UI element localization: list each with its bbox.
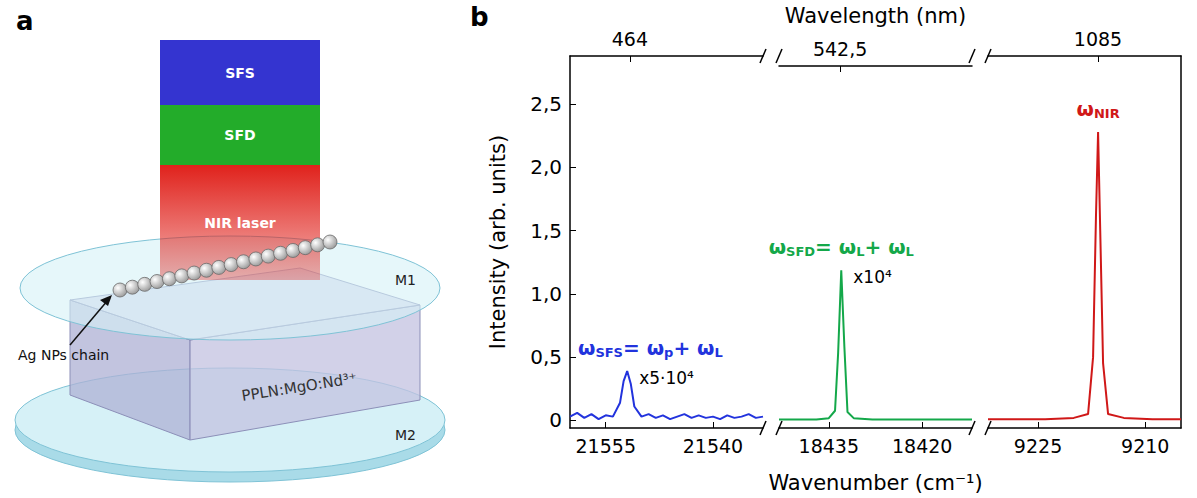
svg-text:9210: 9210 (1121, 435, 1169, 457)
svg-text:1085: 1085 (1074, 28, 1122, 50)
svg-text:18435: 18435 (799, 435, 859, 457)
svg-text:L: L (715, 345, 723, 360)
svg-text:464: 464 (612, 28, 648, 50)
svg-text:ω: ω (769, 235, 786, 259)
svg-text:b: b (470, 2, 489, 32)
svg-text:= ω: = ω (623, 336, 664, 360)
svg-text:SFS: SFS (225, 65, 255, 81)
svg-text:PPLN:MgO:Nd³⁺: PPLN:MgO:Nd³⁺ (240, 369, 358, 405)
svg-text:2,0: 2,0 (530, 155, 562, 179)
svg-text:NIR: NIR (1094, 106, 1120, 121)
svg-text:L: L (906, 244, 914, 259)
svg-text:SFD: SFD (786, 244, 815, 259)
svg-text:2,5: 2,5 (530, 92, 562, 116)
svg-text:Wavelength (nm): Wavelength (nm) (785, 4, 966, 28)
svg-text:+ ω: + ω (864, 235, 905, 259)
svg-text:p: p (664, 345, 673, 360)
svg-text:NIR laser: NIR laser (204, 215, 276, 231)
svg-text:0,5: 0,5 (530, 345, 562, 369)
svg-text:1,5: 1,5 (530, 219, 562, 243)
svg-text:Intensity (arb. units): Intensity (arb. units) (486, 135, 510, 349)
svg-text:542,5: 542,5 (813, 38, 867, 60)
svg-text:= ω: = ω (815, 235, 856, 259)
svg-text:21555: 21555 (576, 435, 636, 457)
svg-text:Ag NPs chain: Ag NPs chain (18, 347, 109, 363)
svg-text:1,0: 1,0 (530, 282, 562, 306)
svg-text:ω: ω (1077, 97, 1094, 121)
svg-text:9225: 9225 (1014, 435, 1062, 457)
svg-text:x10⁴: x10⁴ (853, 267, 892, 287)
svg-text:x5·10⁴: x5·10⁴ (639, 368, 694, 388)
svg-text:18420: 18420 (892, 435, 952, 457)
svg-text:21540: 21540 (683, 435, 743, 457)
svg-text:M1: M1 (395, 272, 416, 288)
svg-text:M2: M2 (395, 427, 416, 443)
svg-text:+ ω: + ω (673, 336, 714, 360)
svg-text:a: a (16, 6, 34, 36)
svg-text:0: 0 (549, 408, 562, 432)
svg-text:SFD: SFD (224, 127, 255, 143)
svg-text:Wavenumber (cm⁻¹): Wavenumber (cm⁻¹) (768, 471, 982, 495)
svg-text:SFS: SFS (595, 345, 623, 360)
svg-text:L: L (856, 244, 864, 259)
svg-text:ω: ω (578, 336, 595, 360)
